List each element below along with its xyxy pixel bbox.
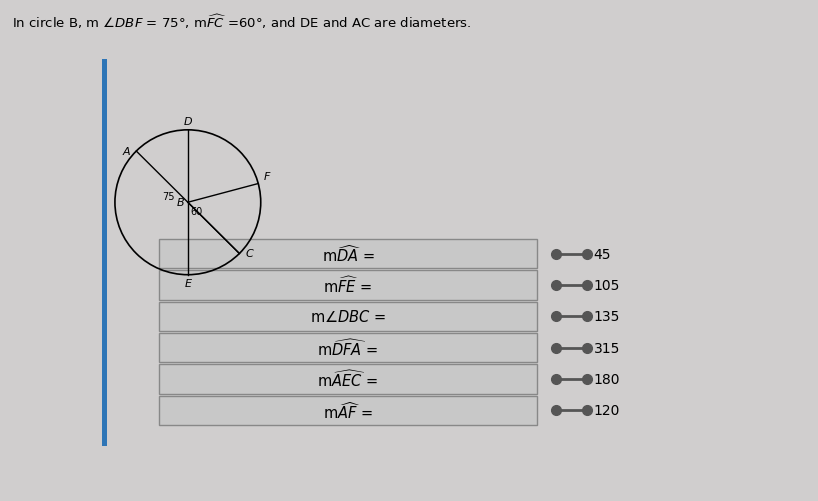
Text: m$\widehat{FE}$ =: m$\widehat{FE}$ = [323,275,372,296]
Text: m$\widehat{AEC}$ =: m$\widehat{AEC}$ = [317,369,379,390]
Text: 105: 105 [594,279,620,293]
Text: m$\widehat{AF}$ =: m$\widehat{AF}$ = [323,400,373,421]
Text: 45: 45 [594,247,611,261]
Text: m$\widehat{DFA}$ =: m$\widehat{DFA}$ = [317,338,379,358]
FancyBboxPatch shape [160,302,537,331]
Text: D: D [183,116,192,126]
Text: 180: 180 [594,372,620,386]
Text: m$\widehat{DA}$ =: m$\widehat{DA}$ = [321,244,375,265]
Text: In circle B, m $\angle DBF$ = 75°, m$\widehat{FC}$ =60°, and DE and AC are diame: In circle B, m $\angle DBF$ = 75°, m$\wi… [12,13,472,31]
FancyBboxPatch shape [160,365,537,394]
Text: 60: 60 [190,207,202,217]
Text: E: E [184,279,191,289]
Text: A: A [123,147,131,157]
Text: m$\angle DBC$ =: m$\angle DBC$ = [310,309,386,325]
FancyBboxPatch shape [160,239,537,269]
Text: C: C [245,249,253,259]
Text: 315: 315 [594,341,620,355]
Text: F: F [264,172,270,182]
FancyBboxPatch shape [102,60,106,446]
FancyBboxPatch shape [160,396,537,425]
Text: B: B [177,197,184,207]
FancyBboxPatch shape [160,333,537,363]
Text: 75: 75 [163,192,175,202]
FancyBboxPatch shape [160,271,537,300]
Text: 135: 135 [594,310,620,324]
Text: 120: 120 [594,403,620,417]
